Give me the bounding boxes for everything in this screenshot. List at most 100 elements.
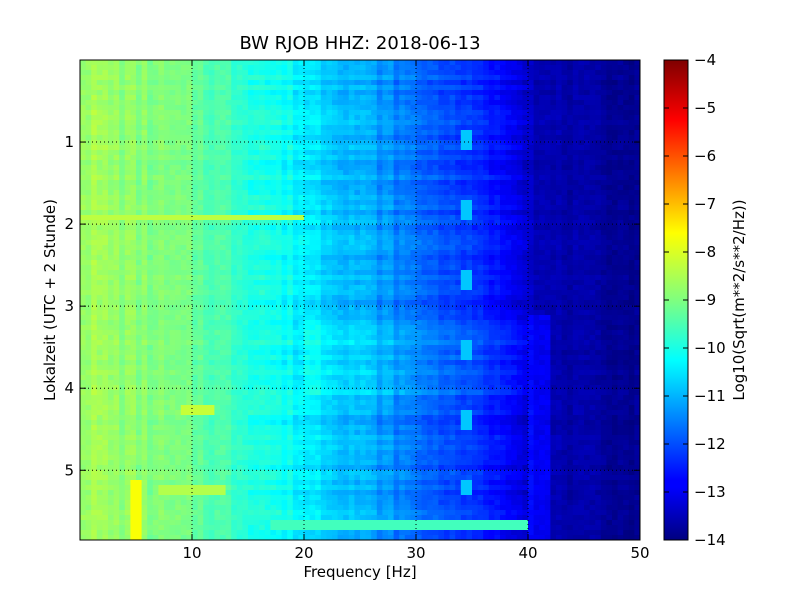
heatmap-cell xyxy=(197,305,204,311)
heatmap-cell xyxy=(287,280,294,286)
heatmap-cell xyxy=(304,220,311,226)
heatmap-cell xyxy=(488,270,495,276)
heatmap-cell xyxy=(376,245,383,251)
heatmap-cell xyxy=(102,250,109,256)
heatmap-cell xyxy=(550,295,557,301)
heatmap-cell xyxy=(539,95,546,101)
heatmap-cell xyxy=(147,260,154,266)
heatmap-cell xyxy=(354,205,361,211)
heatmap-cell xyxy=(612,115,619,121)
heatmap-cell xyxy=(449,150,456,156)
heatmap-cell xyxy=(119,260,126,266)
heatmap-cell xyxy=(572,215,579,221)
heatmap-cell xyxy=(600,290,607,296)
heatmap-cell xyxy=(584,260,591,266)
heatmap-cell xyxy=(220,215,227,221)
heatmap-cell xyxy=(136,140,143,146)
heatmap-cell xyxy=(427,275,434,281)
heatmap-cell xyxy=(192,140,199,146)
heatmap-cell xyxy=(567,160,574,166)
heatmap-cell xyxy=(147,75,154,81)
heatmap-cell xyxy=(354,130,361,136)
heatmap-cell xyxy=(141,195,148,201)
heatmap-cell xyxy=(477,220,484,226)
heatmap-cell xyxy=(416,95,423,101)
heatmap-cell xyxy=(539,145,546,151)
heatmap-cell xyxy=(158,165,165,171)
heatmap-cell xyxy=(393,75,400,81)
heatmap-cell xyxy=(634,130,640,136)
heatmap-cell xyxy=(304,145,311,151)
heatmap-cell xyxy=(281,275,288,281)
heatmap-cell xyxy=(130,300,137,306)
heatmap-cell xyxy=(186,75,193,81)
heatmap-cell xyxy=(628,170,635,176)
heatmap-cell xyxy=(528,115,535,121)
heatmap-cell xyxy=(444,105,451,111)
heatmap-cell xyxy=(472,130,479,136)
heatmap-cell xyxy=(393,175,400,181)
heatmap-cell xyxy=(354,295,361,301)
heatmap-cell xyxy=(231,210,238,216)
heatmap-cell xyxy=(572,255,579,261)
heatmap-cell xyxy=(208,160,215,166)
heatmap-cell xyxy=(348,150,355,156)
heatmap-cell xyxy=(410,215,417,221)
heatmap-cell xyxy=(612,180,619,186)
heatmap-cell xyxy=(500,165,507,171)
heatmap-cell xyxy=(365,205,372,211)
heatmap-cell xyxy=(315,85,322,91)
heatmap-cell xyxy=(432,95,439,101)
heatmap-cell xyxy=(477,205,484,211)
heatmap-cell xyxy=(242,60,249,66)
heatmap-cell xyxy=(472,200,479,206)
heatmap-cell xyxy=(595,140,602,146)
heatmap-cell xyxy=(354,285,361,291)
heatmap-cell xyxy=(169,200,176,206)
heatmap-cell xyxy=(197,110,204,116)
heatmap-cell xyxy=(617,185,624,191)
heatmap-cell xyxy=(455,290,462,296)
heatmap-cell xyxy=(360,290,367,296)
heatmap-cell xyxy=(516,155,523,161)
heatmap-cell xyxy=(102,125,109,131)
heatmap-cell xyxy=(304,225,311,231)
heatmap-cell xyxy=(365,175,372,181)
heatmap-cell xyxy=(522,150,529,156)
heatmap-cell xyxy=(544,80,551,86)
heatmap-cell xyxy=(304,275,311,281)
heatmap-cell xyxy=(253,155,260,161)
heatmap-cell xyxy=(600,305,607,311)
heatmap-cell xyxy=(270,70,277,76)
heatmap-cell xyxy=(444,65,451,71)
heatmap-cell xyxy=(466,140,473,146)
heatmap-cell xyxy=(556,160,563,166)
heatmap-cell xyxy=(91,80,98,86)
heatmap-cell xyxy=(343,155,350,161)
heatmap-cell xyxy=(85,255,92,261)
heatmap-cell xyxy=(80,120,87,126)
heatmap-cell xyxy=(141,295,148,301)
heatmap-cell xyxy=(432,260,439,266)
heatmap-cell xyxy=(96,125,103,131)
heatmap-cell xyxy=(561,295,568,301)
heatmap-cell xyxy=(404,205,411,211)
heatmap-cell xyxy=(584,285,591,291)
heatmap-cell xyxy=(634,85,640,91)
heatmap-cell xyxy=(124,305,131,311)
heatmap-cell xyxy=(365,235,372,241)
heatmap-cell xyxy=(550,145,557,151)
heatmap-cell xyxy=(449,60,456,66)
heatmap-cell xyxy=(208,245,215,251)
heatmap-cell xyxy=(298,105,305,111)
heatmap-cell xyxy=(136,250,143,256)
heatmap-cell xyxy=(164,140,171,146)
heatmap-cell xyxy=(533,180,540,186)
heatmap-cell xyxy=(270,100,277,106)
heatmap-cell xyxy=(584,60,591,66)
heatmap-cell xyxy=(505,70,512,76)
heatmap-cell xyxy=(578,90,585,96)
heatmap-cell xyxy=(80,130,87,136)
heatmap-cell xyxy=(136,255,143,261)
heatmap-cell xyxy=(152,75,159,81)
